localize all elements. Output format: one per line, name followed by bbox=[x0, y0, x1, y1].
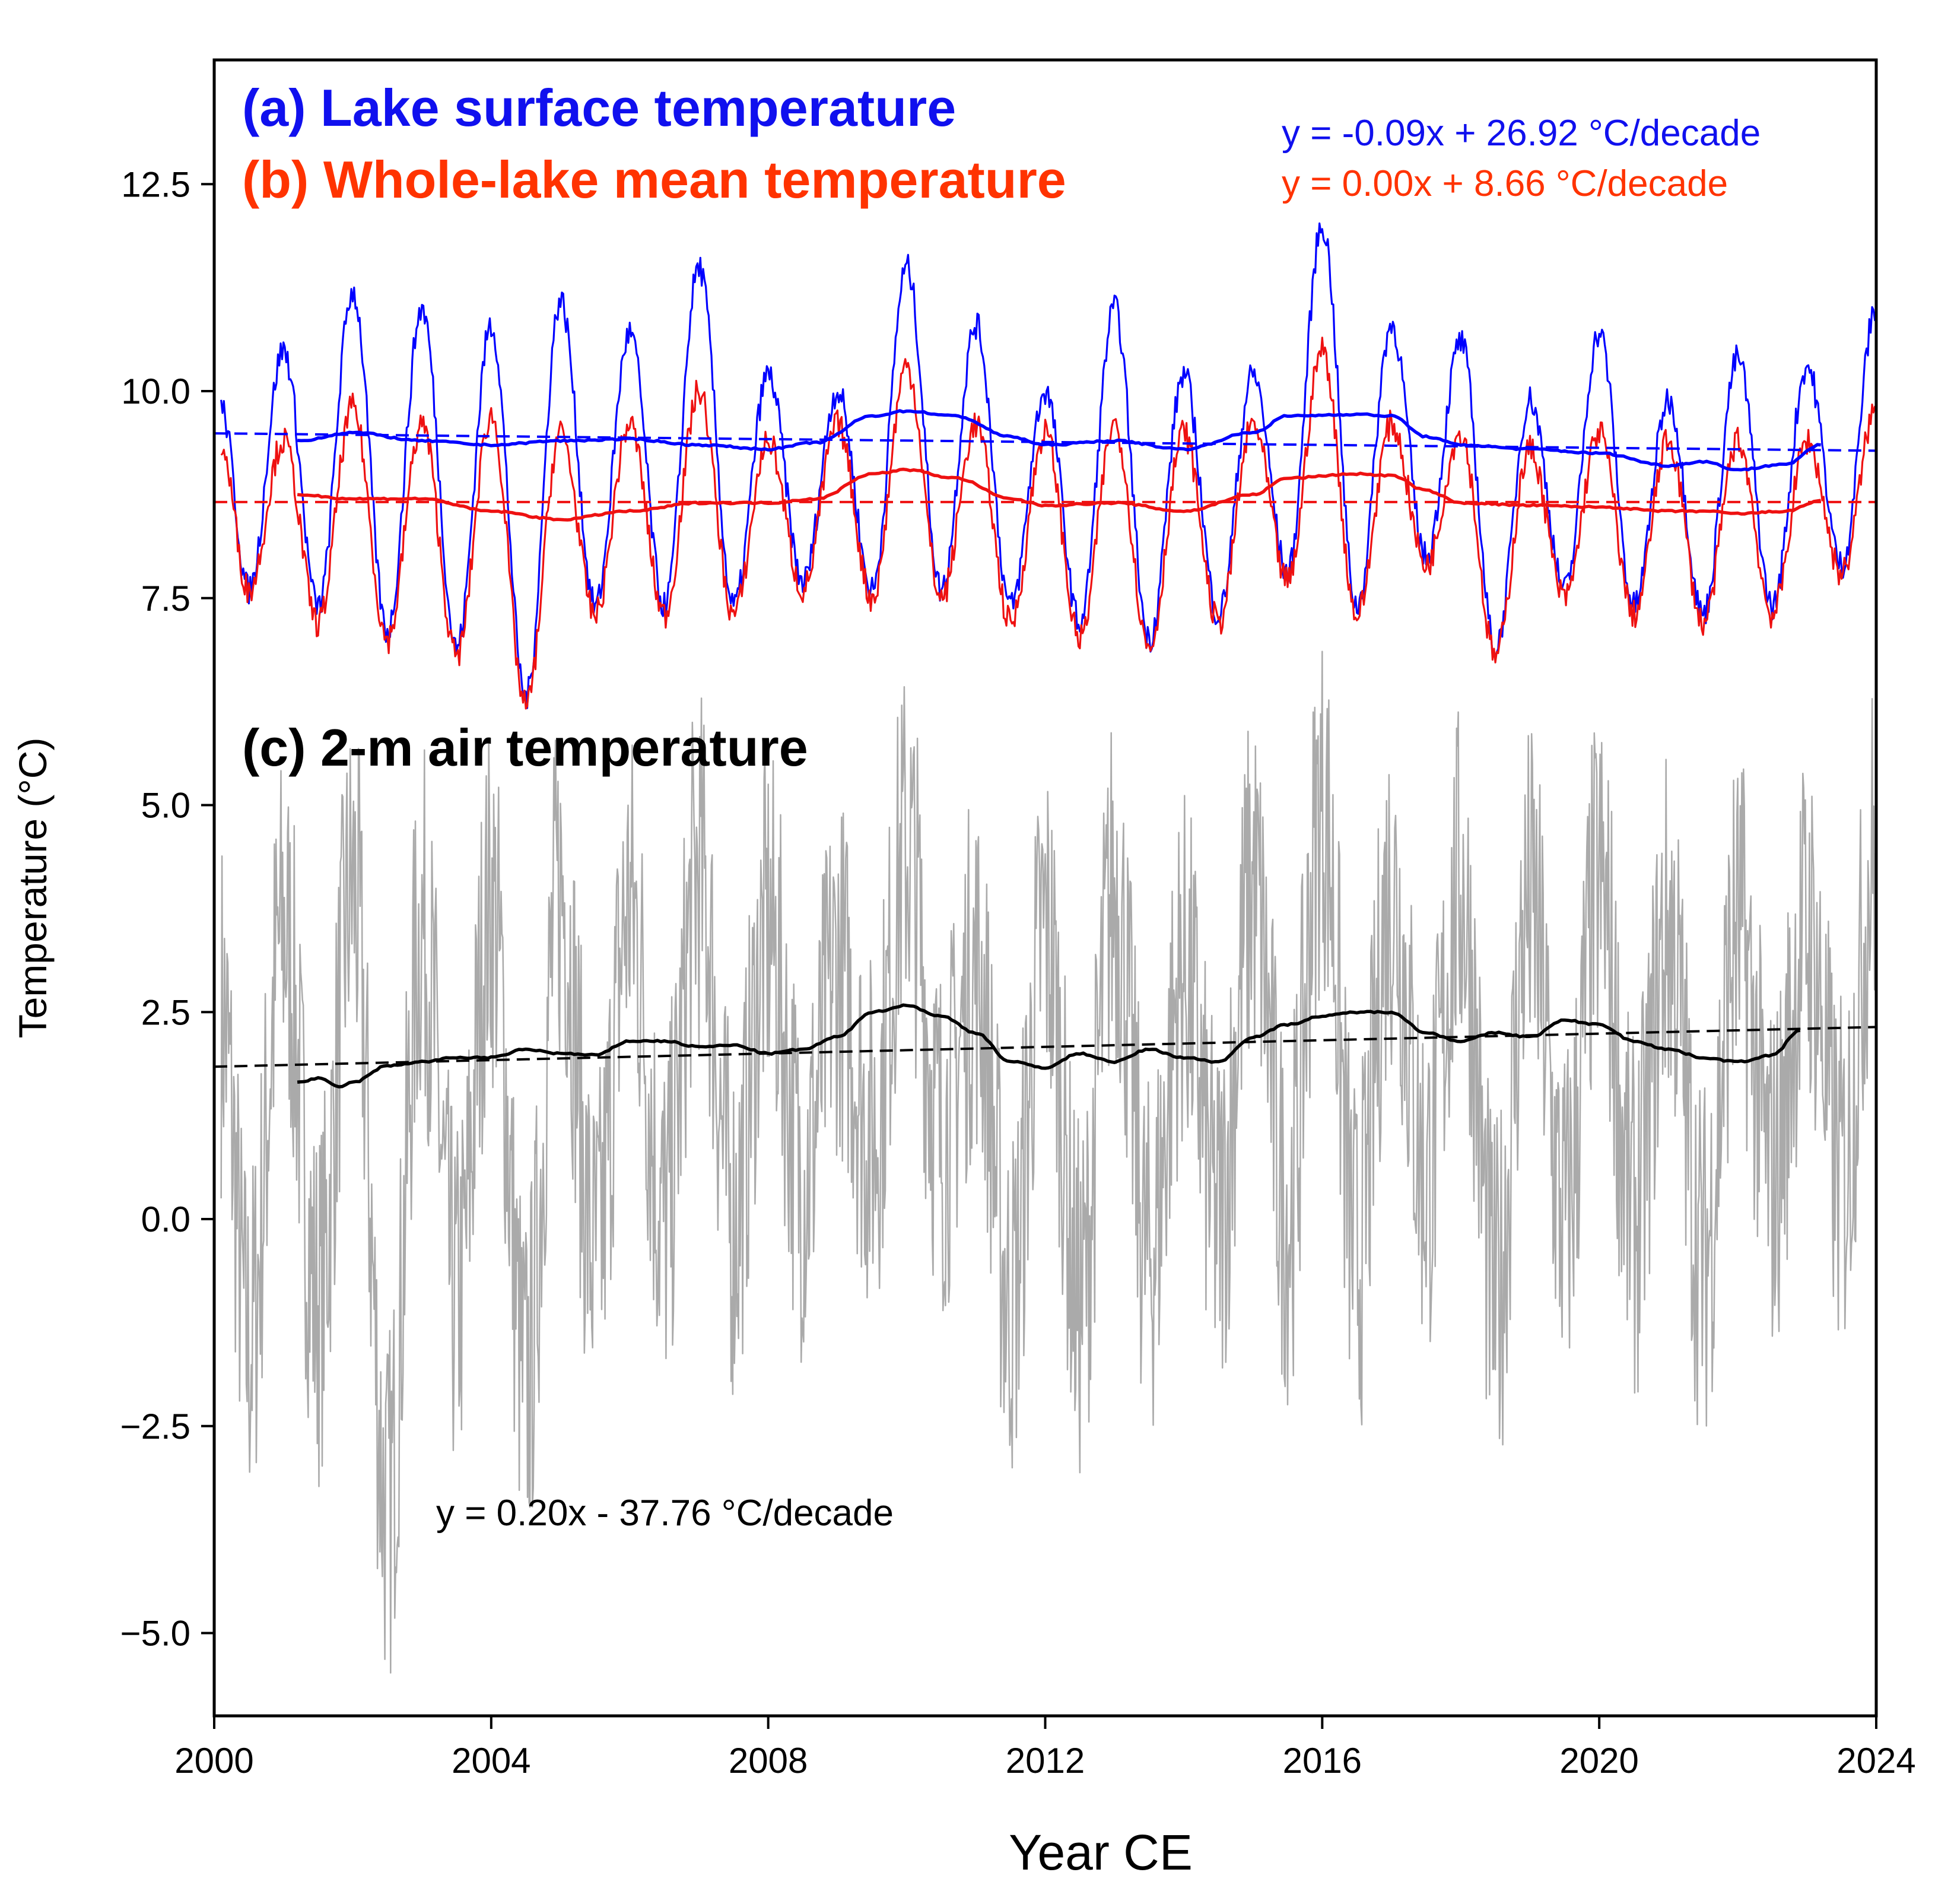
x-tick-label: 2000 bbox=[174, 1741, 253, 1781]
series-line-8 bbox=[214, 1026, 1877, 1068]
series-layer bbox=[214, 222, 1877, 1674]
series-line-0 bbox=[220, 222, 1877, 709]
y-tick-label: 10.0 bbox=[121, 372, 190, 411]
panel-label-a: (a) Lake surface temperature bbox=[242, 78, 956, 137]
y-tick-label: −2.5 bbox=[120, 1407, 190, 1446]
y-tick-label: 0.0 bbox=[141, 1199, 190, 1239]
panel-label-c: (c) 2-m air temperature bbox=[242, 718, 808, 777]
trend-equation-whole-lake: y = 0.00x + 8.66 °C/decade bbox=[1282, 163, 1728, 204]
y-tick-label: 12.5 bbox=[121, 164, 190, 204]
series-line-3 bbox=[297, 467, 1822, 522]
panel-label-b: (b) Whole-lake mean temperature bbox=[242, 150, 1066, 209]
x-tick-label: 2024 bbox=[1836, 1741, 1915, 1781]
trend-equation-lake-surface: y = -0.09x + 26.92 °C/decade bbox=[1282, 113, 1761, 154]
series-line-6 bbox=[220, 650, 1877, 1674]
y-axis-ticks: −5.0 −2.5 0.0 2.5 5.0 7.5 10.0 12.5 bbox=[120, 164, 214, 1654]
x-tick-label: 2012 bbox=[1006, 1741, 1085, 1781]
x-tick-label: 2016 bbox=[1283, 1741, 1362, 1781]
x-axis-title: Year CE bbox=[1009, 1824, 1193, 1880]
x-tick-label: 2020 bbox=[1559, 1741, 1638, 1781]
y-axis-title: Temperature (°C) bbox=[11, 738, 55, 1039]
trend-equation-air: y = 0.20x - 37.76 °C/decade bbox=[436, 1493, 894, 1534]
series-line-4 bbox=[214, 432, 1877, 452]
y-tick-label: 7.5 bbox=[141, 579, 190, 618]
series-line-2 bbox=[297, 409, 1821, 472]
series-line-7 bbox=[297, 1003, 1801, 1089]
series-line-1 bbox=[220, 337, 1877, 710]
y-tick-label: −5.0 bbox=[120, 1614, 190, 1654]
x-axis-ticks: 2000 2004 2008 2012 2016 2020 2024 bbox=[174, 1716, 1916, 1781]
x-tick-label: 2008 bbox=[729, 1741, 808, 1781]
y-tick-label: 2.5 bbox=[141, 992, 190, 1032]
y-tick-label: 5.0 bbox=[141, 786, 190, 826]
x-tick-label: 2004 bbox=[452, 1741, 530, 1781]
